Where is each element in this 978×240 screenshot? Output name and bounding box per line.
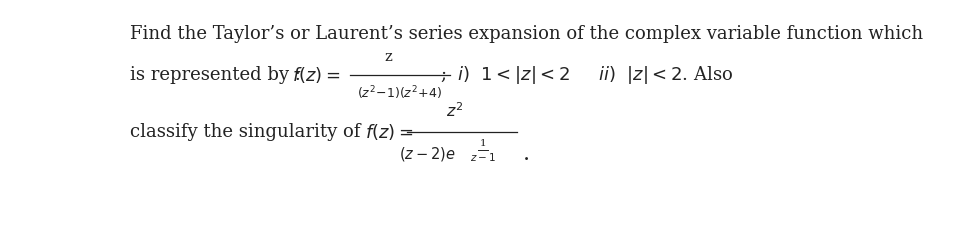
Text: classify the singularity of: classify the singularity of [130, 123, 372, 141]
Text: .: . [522, 143, 529, 165]
Text: $(z-2)e$: $(z-2)e$ [398, 145, 455, 163]
Text: 1: 1 [479, 139, 486, 149]
Text: $f(z) =$: $f(z) =$ [365, 122, 413, 142]
Text: $z^2$: $z^2$ [446, 103, 464, 121]
Text: $(z^2\!-\!1)(z^2\!+\!4)$: $(z^2\!-\!1)(z^2\!+\!4)$ [357, 84, 442, 102]
Text: z: z [383, 50, 391, 64]
Text: $f(z) =$: $f(z) =$ [291, 65, 340, 85]
Text: ;  $i)$  $1 < |z| < 2$     $ii)$  $|z| < 2$. Also: ; $i)$ $1 < |z| < 2$ $ii)$ $|z| < 2$. Al… [439, 64, 733, 86]
Text: Find the Taylor’s or Laurent’s series expansion of the complex variable function: Find the Taylor’s or Laurent’s series ex… [130, 25, 922, 43]
Text: $z-1$: $z-1$ [469, 151, 496, 163]
Text: is represented by :: is represented by : [130, 66, 312, 84]
